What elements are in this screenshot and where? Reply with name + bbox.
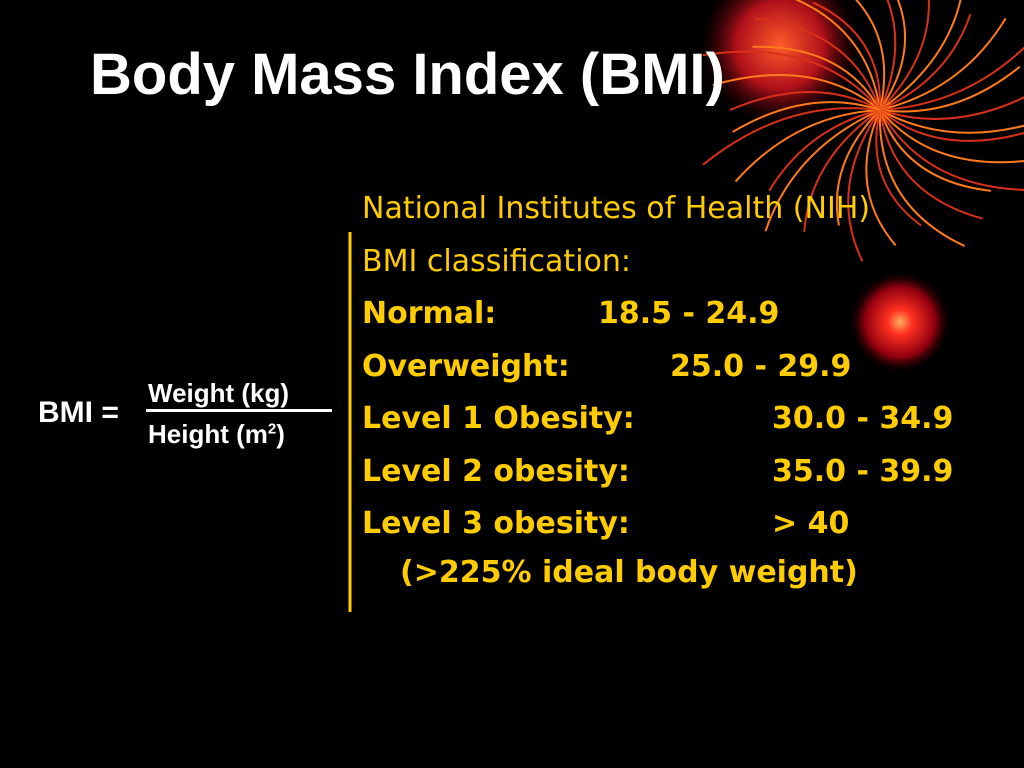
firework-ray (752, 45, 881, 111)
firework-ray (803, 109, 881, 232)
fraction-bar (146, 409, 332, 412)
firework-ray (879, 109, 983, 220)
firework-ray (879, 13, 972, 111)
class-range: 25.0 - 29.9 (670, 349, 852, 384)
firework-ray (702, 107, 881, 166)
firework-ray (875, 109, 922, 227)
firework-ray (702, 50, 881, 111)
firework-ray (878, 109, 966, 247)
firework-ray (879, 109, 1024, 134)
formula-denominator: Height (m2) (148, 419, 285, 450)
formula-numerator: Weight (kg) (148, 378, 290, 408)
class-range: 35.0 - 39.9 (772, 454, 954, 489)
firework-ray (879, 0, 897, 111)
class-note: (>225% ideal body weight) (400, 555, 858, 590)
firework-ray (754, 17, 881, 111)
firework-ray (879, 0, 930, 111)
class-label: Level 2 obesity: (362, 454, 630, 489)
firework-ray (732, 101, 881, 133)
class-label: Level 1 Obesity: (362, 401, 635, 436)
firework-ray (734, 109, 881, 183)
formula-lhs: BMI = (38, 396, 119, 429)
class-range: 18.5 - 24.9 (598, 296, 780, 331)
firework-orb (700, 0, 860, 125)
firework-orb (850, 272, 950, 372)
firework-ray (879, 109, 991, 192)
class-range: > 40 (772, 506, 850, 541)
firework-ray (879, 96, 1024, 120)
firework-ray (865, 109, 897, 247)
firework-ray (879, 109, 1024, 164)
firework-ray (879, 46, 1024, 111)
intro-line: National Institutes of Health (NIH) (362, 191, 871, 226)
slide-title: Body Mass Index (BMI) (90, 42, 725, 107)
firework-ray (879, 109, 1024, 191)
class-label: Level 3 obesity: (362, 506, 630, 541)
class-label: Overweight: (362, 349, 570, 384)
superscript: 2 (267, 420, 277, 438)
firework-ray (712, 73, 881, 111)
firework-ray (764, 109, 881, 232)
intro-line: BMI classification: (362, 244, 632, 279)
firework-ray (794, 0, 881, 111)
firework-ray (879, 109, 1024, 142)
firework-ray (729, 91, 881, 111)
class-label: Normal: (362, 296, 497, 331)
firework-ray (879, 0, 962, 111)
firework-ray (854, 0, 886, 111)
firework-ray (847, 109, 881, 262)
firework-ray (879, 65, 1021, 113)
firework-ray (768, 109, 881, 192)
denominator-close: ) (276, 419, 285, 449)
firework-rays (702, 0, 1024, 262)
firework-ray (835, 109, 881, 226)
class-range: 30.0 - 34.9 (772, 401, 954, 436)
denominator-text: Height (m (148, 419, 268, 449)
firework-ray (879, 17, 1007, 111)
firework-ray (879, 0, 907, 111)
firework-ray (812, 1, 882, 111)
